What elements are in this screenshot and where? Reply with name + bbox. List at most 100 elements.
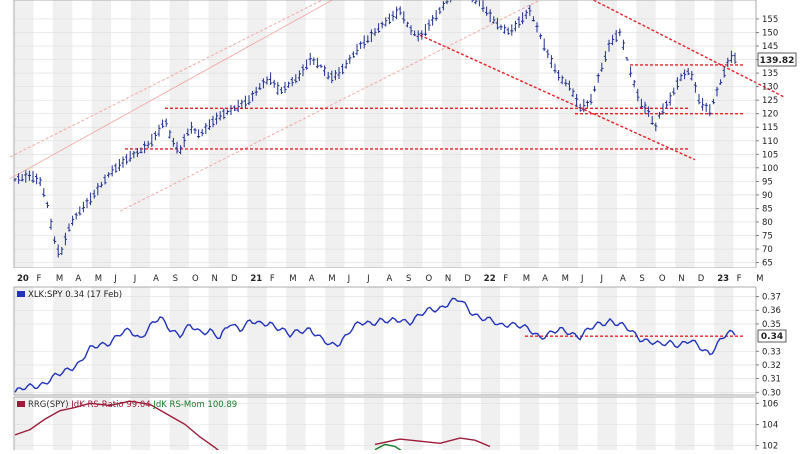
- y-tick-label: 0.33: [762, 347, 781, 357]
- y-tick-label: 80: [762, 218, 773, 228]
- y-tick-label: 102: [762, 441, 778, 450]
- x-tick-label: A: [75, 274, 81, 284]
- x-tick-label: F: [737, 274, 742, 284]
- month-band: [364, 397, 383, 450]
- month-band: [345, 397, 364, 450]
- month-band: [656, 0, 675, 268]
- rrg-title: RRG(SPY) JdK RS-Ratio 99.04 JdK RS-Mom 1…: [28, 400, 237, 410]
- month-band: [111, 0, 130, 268]
- x-tick-label: M: [756, 274, 763, 284]
- x-tick-label: J: [113, 274, 117, 284]
- month-band: [461, 0, 480, 268]
- x-tick-label: A: [309, 274, 315, 284]
- month-band: [72, 0, 91, 268]
- month-band: [14, 0, 33, 268]
- y-tick-label: 100: [762, 164, 778, 174]
- x-tick-label: A: [542, 274, 548, 284]
- month-band: [500, 397, 519, 450]
- month-band: [617, 0, 636, 268]
- month-band: [656, 397, 675, 450]
- month-band: [598, 0, 617, 268]
- rs-panel: 0.370.360.350.330.320.310.30 0.34 XLK:SP…: [14, 287, 786, 398]
- x-tick-label: D: [464, 274, 471, 284]
- y-tick-label: 70: [762, 245, 773, 255]
- x-tick-label: 20: [17, 274, 29, 284]
- rs-last-value-label: 0.34: [761, 332, 783, 342]
- month-band: [500, 0, 519, 268]
- price-panel: 1551501451401351301251201151101051009590…: [10, 0, 796, 269]
- x-tick-label: 22: [484, 274, 496, 284]
- month-band: [520, 397, 539, 450]
- y-tick-label: 135: [762, 69, 778, 79]
- y-tick-label: 145: [762, 42, 778, 52]
- x-tick-label: S: [639, 274, 644, 284]
- y-tick-label: 150: [762, 28, 778, 38]
- x-tick-label: O: [659, 274, 666, 284]
- month-band: [403, 0, 422, 268]
- month-band: [559, 0, 578, 268]
- y-tick-label: 106: [762, 399, 778, 409]
- month-band: [247, 0, 266, 268]
- x-tick-label: M: [328, 274, 335, 284]
- y-tick-label: 155: [762, 15, 778, 25]
- x-tick-label: M: [523, 274, 530, 284]
- y-tick-label: 0.30: [762, 388, 781, 398]
- month-band: [442, 0, 461, 268]
- y-tick-label: 0.36: [762, 306, 781, 316]
- price-last-value: 139.82: [758, 53, 796, 66]
- month-band: [714, 397, 733, 450]
- rrg-legend: RRG(SPY) JdK RS-Ratio 99.04 JdK RS-Mom 1…: [17, 400, 237, 410]
- month-band: [345, 0, 364, 268]
- x-tick-label: N: [678, 274, 684, 284]
- month-band: [170, 0, 189, 268]
- month-band: [734, 397, 753, 450]
- x-tick-label: F: [270, 274, 275, 284]
- month-band: [539, 0, 558, 268]
- price-last-value-label: 139.82: [760, 56, 795, 66]
- x-tick-label: S: [173, 274, 178, 284]
- month-band: [695, 0, 714, 268]
- x-tick-label: N: [445, 274, 451, 284]
- y-tick-label: 105: [762, 150, 778, 160]
- x-tick-label: F: [503, 274, 508, 284]
- y-tick-label: 90: [762, 191, 773, 201]
- month-band: [734, 0, 753, 268]
- month-band: [286, 0, 305, 268]
- month-band: [267, 397, 286, 450]
- month-band: [306, 397, 325, 450]
- month-band: [481, 0, 500, 268]
- month-band: [520, 0, 539, 268]
- month-band: [306, 0, 325, 268]
- y-tick-label: 110: [762, 137, 778, 147]
- y-tick-label: 115: [762, 123, 778, 133]
- x-tick-label: A: [387, 274, 393, 284]
- x-tick-label: F: [36, 274, 41, 284]
- month-band: [131, 0, 150, 268]
- rrg-title-part: RRG(SPY): [28, 400, 69, 410]
- month-band: [539, 397, 558, 450]
- x-tick-label: J: [133, 274, 137, 284]
- month-band: [617, 397, 636, 450]
- y-tick-label: 65: [762, 259, 773, 269]
- x-tick-label: M: [56, 274, 63, 284]
- y-tick-label: 0.35: [762, 320, 781, 330]
- x-tick-label: D: [698, 274, 705, 284]
- month-band: [267, 0, 286, 268]
- month-band: [481, 397, 500, 450]
- x-tick-label: M: [289, 274, 296, 284]
- x-tick-label: O: [425, 274, 432, 284]
- month-band: [228, 0, 247, 268]
- rs-legend: XLK:SPY 0.34 (17 Feb): [17, 290, 122, 300]
- y-tick-label: 0.37: [762, 293, 781, 303]
- x-tick-label: S: [406, 274, 411, 284]
- rs-last-value: 0.34: [758, 330, 786, 342]
- y-tick-label: 0.32: [762, 361, 781, 371]
- rs-y-axis: 0.370.360.350.330.320.310.30: [756, 293, 781, 399]
- month-band: [247, 397, 266, 450]
- y-tick-label: 130: [762, 83, 778, 93]
